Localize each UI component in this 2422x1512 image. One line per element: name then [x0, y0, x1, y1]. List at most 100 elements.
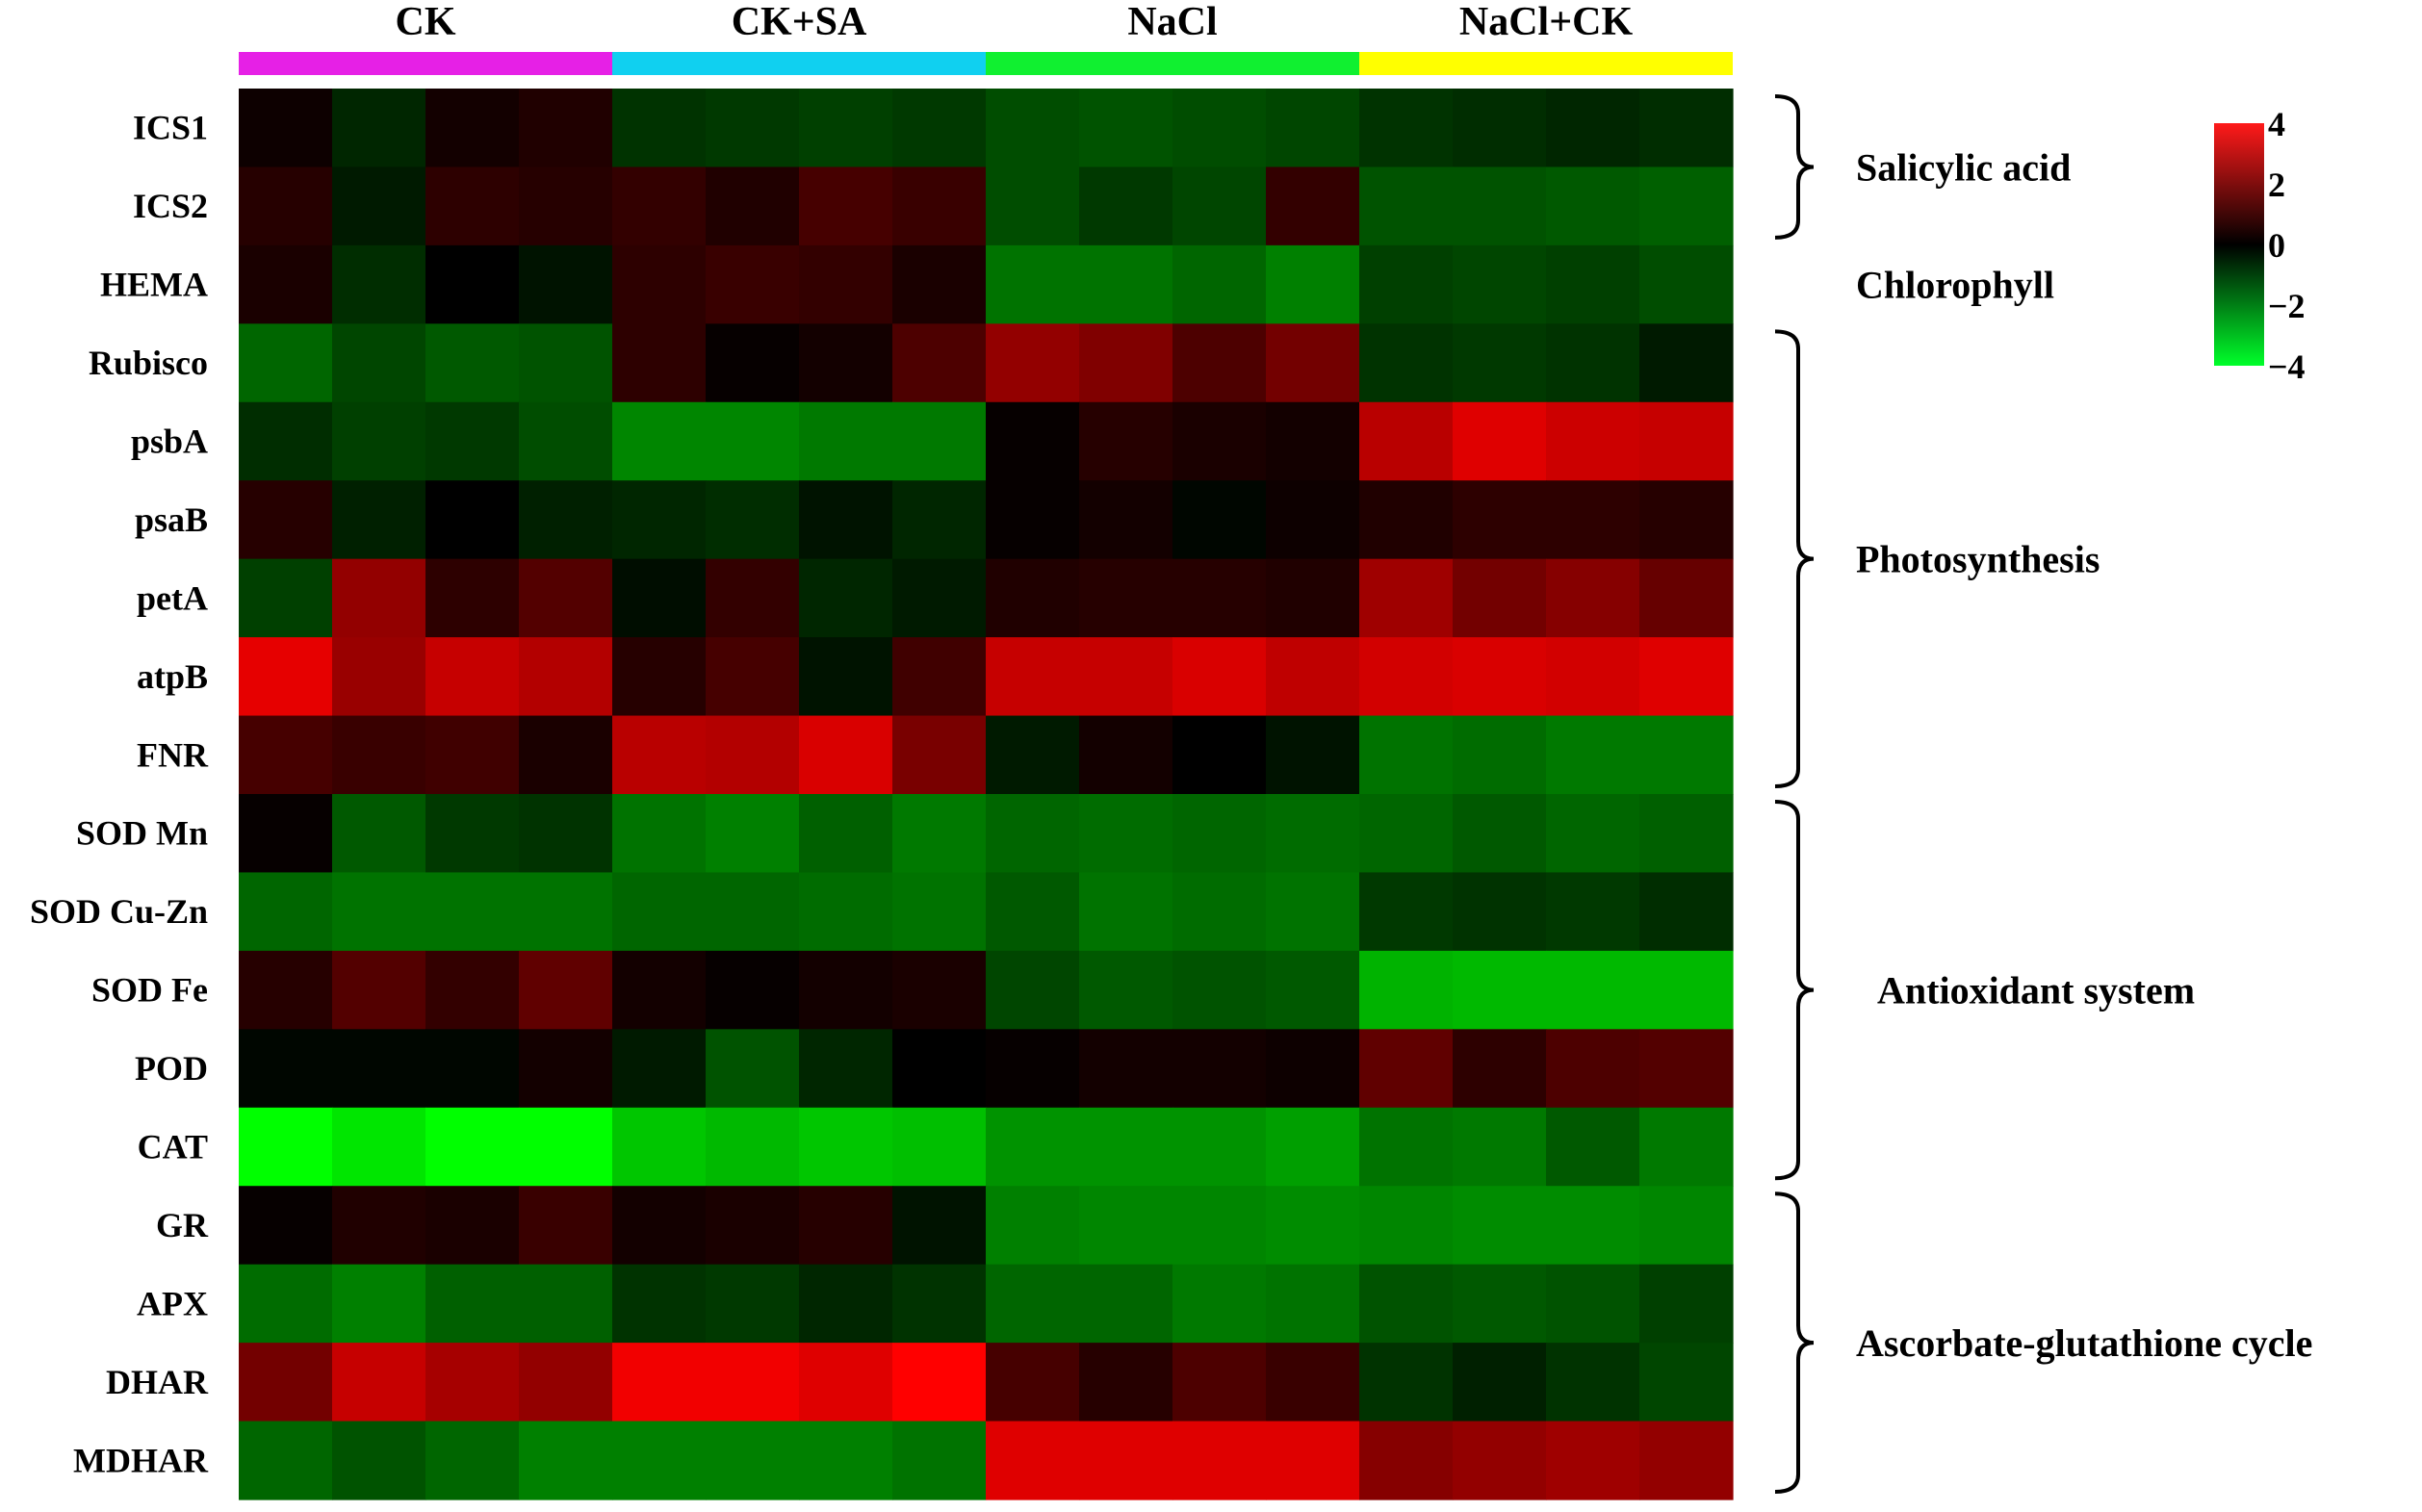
category-bracket — [1774, 94, 1815, 240]
heatmap-cell — [239, 872, 333, 952]
heatmap-cell — [986, 323, 1080, 403]
heatmap-cell — [799, 715, 893, 795]
heatmap-cell — [1359, 167, 1454, 246]
heatmap-cell — [425, 637, 520, 717]
heatmap-cell — [519, 872, 613, 952]
heatmap-cell — [519, 1264, 613, 1344]
heatmap-cell — [519, 89, 613, 168]
heatmap-cell — [425, 794, 520, 874]
heatmap-cell — [799, 558, 893, 638]
heatmap-cell — [986, 167, 1080, 246]
heatmap-cell — [332, 715, 426, 795]
heatmap-cell — [1453, 1029, 1547, 1109]
colorbar-tick-label: 2 — [2268, 166, 2285, 204]
heatmap-cell — [1546, 1107, 1640, 1187]
heatmap-cell — [1359, 89, 1454, 168]
heatmap-cell — [1453, 244, 1547, 324]
heatmap-cell — [799, 244, 893, 324]
group-bar-1 — [239, 52, 612, 75]
heatmap-cell — [239, 558, 333, 638]
heatmap-cell — [332, 89, 426, 168]
heatmap-cell — [1453, 637, 1547, 717]
heatmap-cell — [332, 794, 426, 874]
heatmap-cell — [1453, 1264, 1547, 1344]
heatmap-cell — [239, 323, 333, 403]
heatmap-cell — [1172, 637, 1267, 717]
heatmap-cell — [1172, 323, 1267, 403]
heatmap-cell — [519, 1421, 613, 1500]
heatmap-cell — [1453, 1421, 1547, 1500]
row-label: HEMA — [100, 266, 208, 304]
heatmap-cell — [706, 1186, 800, 1266]
heatmap-cell — [1172, 401, 1267, 481]
heatmap-cell — [706, 558, 800, 638]
heatmap-cell — [239, 637, 333, 717]
heatmap-cell — [986, 1264, 1080, 1344]
heatmap-cell — [706, 323, 800, 403]
heatmap-cell — [986, 1343, 1080, 1422]
heatmap-cell — [425, 244, 520, 324]
heatmap-cell — [892, 715, 987, 795]
heatmap-cell — [239, 1029, 333, 1109]
heatmap-cell — [612, 1421, 707, 1500]
heatmap-cell — [1172, 1264, 1267, 1344]
heatmap-cell — [425, 1186, 520, 1266]
heatmap-cell — [706, 1029, 800, 1109]
heatmap-cell — [612, 167, 707, 246]
heatmap-cell — [1079, 1343, 1173, 1422]
heatmap-cell — [799, 401, 893, 481]
row-label: FNR — [137, 735, 209, 774]
heatmap-cell — [239, 715, 333, 795]
heatmap-cell — [892, 401, 987, 481]
heatmap-cell — [1546, 244, 1640, 324]
heatmap-cell — [519, 715, 613, 795]
heatmap-cell — [332, 401, 426, 481]
heatmap-cell — [1453, 950, 1547, 1030]
heatmap-cell — [892, 950, 987, 1030]
heatmap-cell — [1079, 1421, 1173, 1500]
heatmap-cell — [1359, 637, 1454, 717]
heatmap-cell — [799, 1186, 893, 1266]
heatmap-cell — [1266, 637, 1360, 717]
heatmap-cell — [1266, 794, 1360, 874]
heatmap-cell — [892, 637, 987, 717]
heatmap-cell — [425, 167, 520, 246]
heatmap-cell — [1359, 323, 1454, 403]
heatmap-cell — [425, 1421, 520, 1500]
heatmap-cell — [1359, 1186, 1454, 1266]
heatmap-cell — [612, 244, 707, 324]
group-label: CK — [396, 0, 456, 44]
heatmap-cell — [332, 1264, 426, 1344]
heatmap-cell — [799, 89, 893, 168]
heatmap-cell — [1266, 1421, 1360, 1500]
row-label: SOD Fe — [91, 971, 208, 1010]
row-label: ICS1 — [133, 109, 208, 147]
heatmap-cell — [1079, 167, 1173, 246]
heatmap-cell — [612, 323, 707, 403]
row-label: POD — [135, 1049, 208, 1088]
heatmap-cell — [612, 794, 707, 874]
heatmap-cell — [986, 1029, 1080, 1109]
heatmap-cell — [1266, 558, 1360, 638]
heatmap-cell — [1079, 715, 1173, 795]
heatmap-cell — [1639, 794, 1734, 874]
heatmap-cell — [1266, 167, 1360, 246]
colorbar-tick-label: 4 — [2268, 105, 2285, 143]
heatmap-cell — [1639, 637, 1734, 717]
heatmap-cell — [1079, 558, 1173, 638]
category-label: Photosynthesis — [1856, 538, 2100, 581]
heatmap-cell — [239, 89, 333, 168]
row-label: psaB — [135, 500, 208, 539]
heatmap-cell — [1639, 1107, 1734, 1187]
heatmap-cell — [1172, 872, 1267, 952]
row-label: petA — [137, 578, 208, 617]
category-label: Salicylic acid — [1856, 145, 2071, 189]
heatmap-cell — [332, 480, 426, 560]
heatmap-cell — [1546, 1421, 1640, 1500]
heatmap-cell — [1266, 1029, 1360, 1109]
heatmap-cell — [986, 872, 1080, 952]
heatmap-cell — [1546, 480, 1640, 560]
heatmap-cell — [1639, 323, 1734, 403]
heatmap-cell — [1079, 323, 1173, 403]
heatmap-cell — [1172, 1421, 1267, 1500]
